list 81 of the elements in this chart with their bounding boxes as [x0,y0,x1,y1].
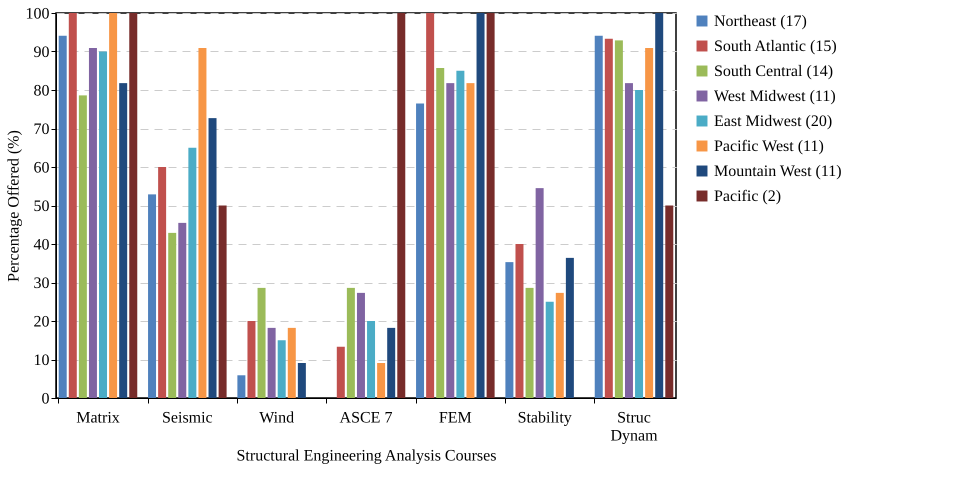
bar [486,13,495,398]
bar [546,302,554,398]
bar [604,38,613,398]
y-axis-title: Percentage Offered (%) [6,130,22,282]
bar [387,328,396,398]
bar [665,206,674,398]
bar [556,292,564,398]
bar [346,288,355,398]
bar [426,13,434,398]
y-tick-label: 10 [34,352,50,369]
legend-label: Pacific West (11) [714,138,824,155]
bar [515,244,524,398]
x-tick-label: Struc Dynam [610,410,658,444]
bar [505,262,514,398]
bar [99,52,108,398]
x-tick-label: Stability [518,410,572,426]
y-tick-label: 70 [34,121,50,138]
bar [466,83,474,398]
bar [78,95,87,398]
bar [436,68,444,398]
bar [178,222,186,398]
x-tick-label: Seismic [162,410,213,426]
x-tick-label: ASCE 7 [340,410,392,426]
bar [377,362,386,398]
bar [148,194,156,398]
bar [298,362,306,398]
bar [288,328,296,398]
y-tick-label: 0 [42,390,50,408]
legend-label: East Midwest (20) [714,113,832,130]
bar [168,232,176,398]
x-tick-label: FEM [438,410,472,426]
bar [526,288,534,398]
y-tick-label: 60 [34,160,50,176]
bar [624,83,633,398]
bar [88,48,97,398]
legend-label: Mountain West (11) [714,163,842,180]
bar [566,258,574,398]
bar [208,118,217,398]
bar [367,321,376,398]
bar [336,346,345,398]
bar [278,340,286,398]
bar [119,83,128,398]
bar [446,83,454,398]
bar [129,13,138,398]
bar [188,148,196,398]
bar [109,13,118,398]
bar [237,375,246,398]
legend-label: Northeast (17) [714,13,807,30]
bar [247,321,256,398]
y-tick-label: 20 [34,314,50,330]
bar [635,90,644,398]
legend-label: West Midwest (11) [714,88,836,105]
bar [416,103,424,398]
y-tick-label: 50 [34,198,50,215]
bar [68,13,77,398]
legend-label: Pacific (2) [714,188,782,205]
y-tick-label: 80 [34,82,50,100]
bar [356,292,365,398]
bar [536,188,544,398]
bar [258,288,266,398]
y-tick-label: 90 [34,44,50,61]
bar [397,13,406,398]
bar [58,36,67,398]
bar [645,48,654,398]
bar [614,40,623,398]
y-tick-label: 100 [26,6,50,22]
bar [268,328,276,398]
bar [456,70,464,398]
bar [218,206,227,398]
y-tick-label: 30 [34,275,50,292]
x-axis-title: Structural Engineering Analysis Courses [236,448,496,464]
bar [158,167,166,398]
bar [198,48,206,398]
legend-label: South Atlantic (15) [714,38,837,55]
bar [476,13,485,398]
bar [655,13,664,398]
legend-label: South Central (14) [714,63,834,80]
y-tick-label: 40 [34,236,50,254]
bar [594,36,603,398]
x-tick-label: Matrix [76,410,120,426]
x-tick-label: Wind [259,410,294,426]
